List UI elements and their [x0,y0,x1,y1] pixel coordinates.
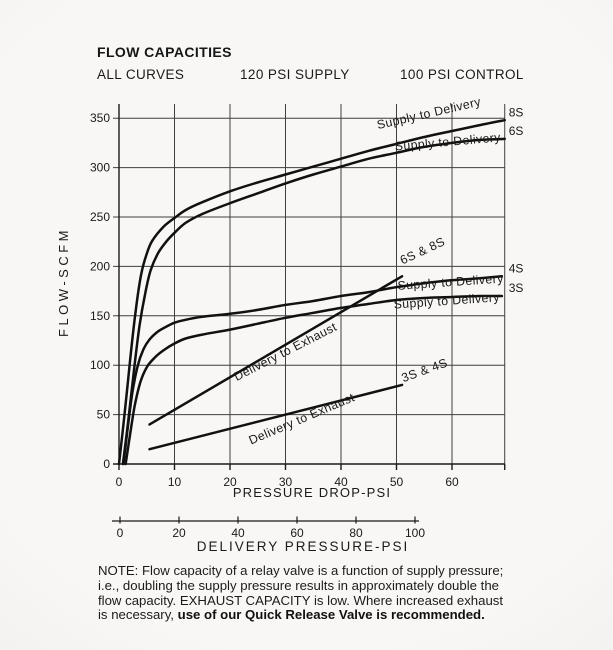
curve-annotation-7: Delivery to Exhaust [247,390,357,447]
tick-labels: 0 10 20 30 40 50 60 0 50 100 150 200 250 300 350 [90,111,459,489]
curve-3s-4s-delivery-to-exhaust [148,383,404,451]
x-tick-label-20: 20 [223,475,237,489]
y-axis-title: FLOW-SCFM [56,227,71,337]
curves [117,118,506,466]
curve-6s-8s-delivery-to-exhaust [148,275,404,426]
curve-end-label-4S: 4S [509,261,524,275]
y-tick-label-250: 250 [90,210,110,224]
x-tick-label-10: 10 [168,475,182,489]
condition-control-pressure: 100 PSI CONTROL [400,67,524,82]
note-line: flow capacity. EXHAUST CAPACITY is low. … [98,592,504,608]
x2-axis-title: DELIVERY PRESSURE-PSI [197,539,410,554]
y-tick-label-100: 100 [90,358,110,372]
note-text: NOTE: Flow capacity of a relay valve is … [98,563,526,623]
x2-tick-label-80: 80 [349,526,363,540]
curve-4s-supply-to-delivery [122,275,504,466]
curve-annotation-2: 6S & 8S [398,234,447,267]
x-tick-label-40: 40 [334,475,348,489]
page-title: FLOW CAPACITIES [97,44,232,60]
curve-annotation-1: Supply to Delivery [394,130,502,153]
curve-6s-supply-to-delivery [121,137,506,466]
condition-all-curves: ALL CURVES [97,67,185,82]
curve-end-label-3S: 3S [509,281,524,295]
curve-3s-supply-to-delivery [124,294,504,466]
y-tick-label-50: 50 [97,408,111,422]
curve-end-label-8S: 8S [509,105,524,119]
y-tick-label-200: 200 [90,259,110,273]
curve-annotation-3: Supply to Delivery [397,271,504,292]
x2-tick-label-40: 40 [231,526,245,540]
x2-tick-label-100: 100 [405,526,425,540]
x-tick-label-60: 60 [445,475,459,489]
curve-annotation-0: Supply to Delivery [376,94,483,132]
y-tick-label-150: 150 [90,309,110,323]
curve-8s-supply-to-delivery [117,118,506,466]
x2-tick-label-20: 20 [172,526,186,540]
curve-end-label-6S: 6S [509,124,524,138]
y-tick-label-0: 0 [103,457,110,471]
curve-end-labels: 8S 6S 4S 3S [509,105,524,295]
x-tick-label-0: 0 [116,475,123,489]
y-tick-label-300: 300 [90,161,110,175]
note-line: NOTE: Flow capacity of a relay valve is … [98,563,504,578]
x-axis-title: PRESSURE DROP-PSI [233,485,391,500]
curve-annotation-6: 3S & 4S [400,356,450,386]
note-regular-text: is necessary, [98,607,178,623]
note-line: i.e., doubling the supply pressure resul… [98,577,499,593]
x-tick-label-30: 30 [279,475,293,489]
x-tick-label-50: 50 [390,475,404,489]
gridlines [113,104,506,464]
y-tick-label-350: 350 [90,111,110,125]
x2-tick-label-60: 60 [290,526,304,540]
note-line-emphasis: is necessary, use of our Quick Release V… [98,607,526,623]
condition-supply-pressure: 120 PSI SUPPLY [240,67,350,82]
x2-tick-label-0: 0 [117,526,124,540]
test-conditions-row: ALL CURVES 120 PSI SUPPLY 100 PSI CONTRO… [97,67,537,83]
note-bold-text: use of our Quick Release Valve is recomm… [177,607,485,623]
curve-annotation-4: Supply to Delivery [393,290,500,311]
